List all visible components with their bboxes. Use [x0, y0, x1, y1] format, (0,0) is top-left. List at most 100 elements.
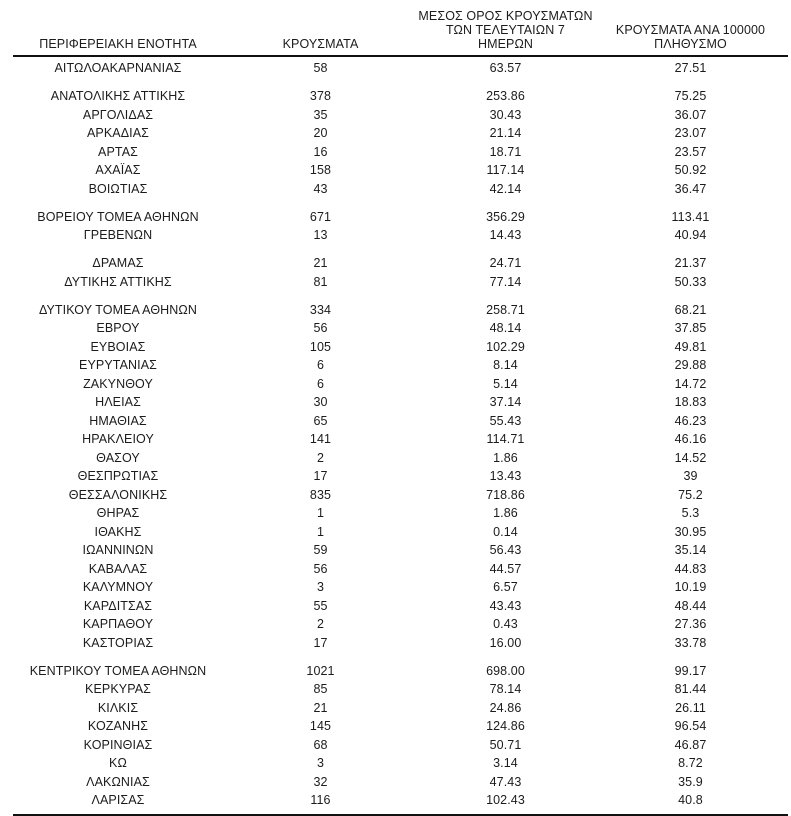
per100k-cell: 27.51	[674, 61, 707, 75]
table-row: ΚΑΡΠΑΘΟΥ 2 0.43 27.36	[13, 615, 788, 634]
col-header-avg7-line2: ΤΩΝ ΤΕΛΕΥΤΑΙΩΝ 7 ΗΜΕΡΩΝ	[446, 23, 565, 51]
avg7-cell: 356.29	[486, 209, 525, 224]
table-row: ΚΑΡΔΙΤΣΑΣ 55 43.43 48.44	[13, 597, 788, 616]
region-cell: ΘΑΣΟΥ	[96, 450, 140, 465]
cases-cell: 58	[313, 61, 328, 75]
per100k-cell: 68.21	[674, 302, 707, 317]
table-row: ΛΑΡΙΣΑΣ 116 102.43 40.8	[13, 791, 788, 815]
table-row: ΑΡΤΑΣ 16 18.71 23.57	[13, 143, 788, 162]
region-cell: ΔΥΤΙΚΗΣ ΑΤΤΙΚΗΣ	[64, 274, 172, 289]
per100k-cell: 21.37	[674, 256, 707, 270]
region-cell: ΙΘΑΚΗΣ	[94, 524, 142, 539]
cases-cell: 145	[309, 719, 332, 733]
per100k-cell: 37.85	[674, 321, 707, 335]
region-cell: ΚΕΝΤΡΙΚΟΥ ΤΟΜΕΑ ΑΘΗΝΩΝ	[29, 663, 207, 678]
per100k-cell: 113.41	[671, 209, 710, 224]
col-header-avg7: ΜΕΣΟΣ ΟΡΟΣ ΚΡΟΥΣΜΑΤΩΝ ΤΩΝ ΤΕΛΕΥΤΑΙΩΝ 7 Η…	[418, 5, 593, 57]
table-row: ΙΩΑΝΝΙΝΩΝ 59 56.43 35.14	[13, 541, 788, 560]
group-gap-row	[13, 291, 788, 301]
cases-cell: 17	[313, 635, 328, 650]
cases-cell: 81	[313, 274, 328, 289]
cases-cell: 17	[313, 469, 328, 483]
avg7-cell: 24.71	[489, 256, 522, 270]
avg7-cell: 16.00	[489, 635, 522, 650]
cases-cell: 334	[309, 302, 332, 317]
per100k-cell: 40.94	[674, 228, 707, 242]
per100k-cell: 14.52	[674, 450, 707, 465]
table-row: ΖΑΚΥΝΘΟΥ 6 5.14 14.72	[13, 375, 788, 394]
per100k-cell: 50.92	[674, 163, 707, 177]
table-row: ΛΑΚΩΝΙΑΣ 32 47.43 35.9	[13, 773, 788, 792]
region-cell: ΔΡΑΜΑΣ	[92, 256, 144, 270]
table-body: ΑΙΤΩΛΟΑΚΑΡΝΑΝΙΑΣ 58 63.57 27.51 ΑΝΑΤΟΛΙΚΗΣ Α…	[13, 56, 788, 815]
table-row: ΚΩ 3 3.14 8.72	[13, 754, 788, 773]
region-cell: ΖΑΚΥΝΘΟΥ	[83, 376, 153, 391]
per100k-cell: 27.36	[674, 617, 707, 631]
per100k-cell: 30.95	[674, 524, 707, 539]
avg7-cell: 18.71	[489, 144, 522, 159]
per100k-cell: 23.07	[674, 126, 707, 140]
table-row: ΚΟΖΑΝΗΣ 145 124.86 96.54	[13, 717, 788, 736]
region-cell: ΒΟΡΕΙΟΥ ΤΟΜΕΑ ΑΘΗΝΩΝ	[37, 209, 199, 224]
avg7-cell: 124.86	[486, 719, 525, 733]
cases-cell: 30	[313, 395, 328, 409]
covid-cases-by-region-table: ΠΕΡΙΦΕΡΕΙΑΚΗ ΕΝΟΤΗΤΑ ΚΡΟΥΣΜΑΤΑ ΜΕΣΟΣ ΟΡΟ…	[13, 5, 788, 816]
per100k-cell: 46.87	[674, 737, 707, 752]
cases-cell: 56	[313, 321, 328, 335]
per100k-cell: 81.44	[674, 682, 707, 696]
region-cell: ΘΕΣΣΑΛΟΝΙΚΗΣ	[68, 487, 168, 502]
cases-cell: 16	[313, 144, 328, 159]
table-row: ΑΡΚΑΔΙΑΣ 20 21.14 23.07	[13, 124, 788, 143]
group-gap-row	[13, 652, 788, 662]
table-row: ΘΗΡΑΣ 1 1.86 5.3	[13, 504, 788, 523]
region-cell: ΙΩΑΝΝΙΝΩΝ	[82, 543, 154, 557]
avg7-cell: 42.14	[489, 181, 522, 196]
per100k-cell: 39	[683, 469, 698, 483]
avg7-cell: 117.14	[486, 163, 525, 177]
per100k-cell: 14.72	[674, 376, 707, 391]
avg7-cell: 8.14	[493, 358, 518, 372]
per100k-cell: 99.17	[674, 663, 707, 678]
per100k-cell: 29.88	[674, 358, 707, 372]
table-row: ΚΕΝΤΡΙΚΟΥ ΤΟΜΕΑ ΑΘΗΝΩΝ 1021 698.00 99.17	[13, 662, 788, 681]
avg7-cell: 24.86	[489, 700, 522, 715]
region-cell: ΑΧΑΪΑΣ	[95, 163, 141, 177]
avg7-cell: 55.43	[489, 413, 522, 428]
avg7-cell: 6.57	[493, 580, 518, 594]
group-gap-cell	[13, 245, 788, 255]
avg7-cell: 44.57	[489, 561, 522, 576]
per100k-cell: 46.16	[674, 432, 707, 446]
avg7-cell: 3.14	[493, 756, 518, 770]
region-cell: ΑΡΤΑΣ	[98, 144, 138, 159]
avg7-cell: 48.14	[489, 321, 522, 335]
region-cell: ΔΥΤΙΚΟΥ ΤΟΜΕΑ ΑΘΗΝΩΝ	[38, 302, 198, 317]
per100k-cell: 40.8	[678, 793, 703, 807]
table-row: ΒΟΡΕΙΟΥ ΤΟΜΕΑ ΑΘΗΝΩΝ 671 356.29 113.41	[13, 208, 788, 227]
table-row: ΓΡΕΒΕΝΩΝ 13 14.43 40.94	[13, 226, 788, 245]
avg7-cell: 1.86	[493, 506, 518, 520]
avg7-cell: 43.43	[489, 598, 522, 613]
avg7-cell: 14.43	[489, 228, 522, 242]
avg7-cell: 63.57	[489, 61, 522, 75]
table-row: ΕΒΡΟΥ 56 48.14 37.85	[13, 319, 788, 338]
region-cell: ΚΑΣΤΟΡΙΑΣ	[82, 635, 154, 650]
avg7-cell: 253.86	[486, 89, 525, 103]
cases-cell: 43	[313, 181, 328, 196]
region-cell: ΚΑΒΑΛΑΣ	[88, 561, 148, 576]
per100k-cell: 5.3	[681, 506, 700, 520]
region-cell: ΑΡΚΑΔΙΑΣ	[86, 126, 150, 140]
per100k-cell: 96.54	[674, 719, 707, 733]
avg7-cell: 37.14	[489, 395, 522, 409]
avg7-cell: 47.43	[489, 774, 522, 789]
avg7-cell: 0.43	[493, 617, 518, 631]
table-row: ΑΧΑΪΑΣ 158 117.14 50.92	[13, 161, 788, 180]
avg7-cell: 258.71	[486, 302, 525, 317]
cases-cell: 116	[310, 793, 331, 807]
cases-cell: 1021	[306, 663, 335, 678]
col-header-region: ΠΕΡΙΦΕΡΕΙΑΚΗ ΕΝΟΤΗΤΑ	[13, 5, 223, 57]
avg7-cell: 1.86	[493, 450, 518, 465]
avg7-cell: 21.14	[489, 126, 522, 140]
table-row: ΚΑΛΥΜΝΟΥ 3 6.57 10.19	[13, 578, 788, 597]
per100k-cell: 8.72	[678, 756, 703, 770]
table-row: ΔΡΑΜΑΣ 21 24.71 21.37	[13, 254, 788, 273]
